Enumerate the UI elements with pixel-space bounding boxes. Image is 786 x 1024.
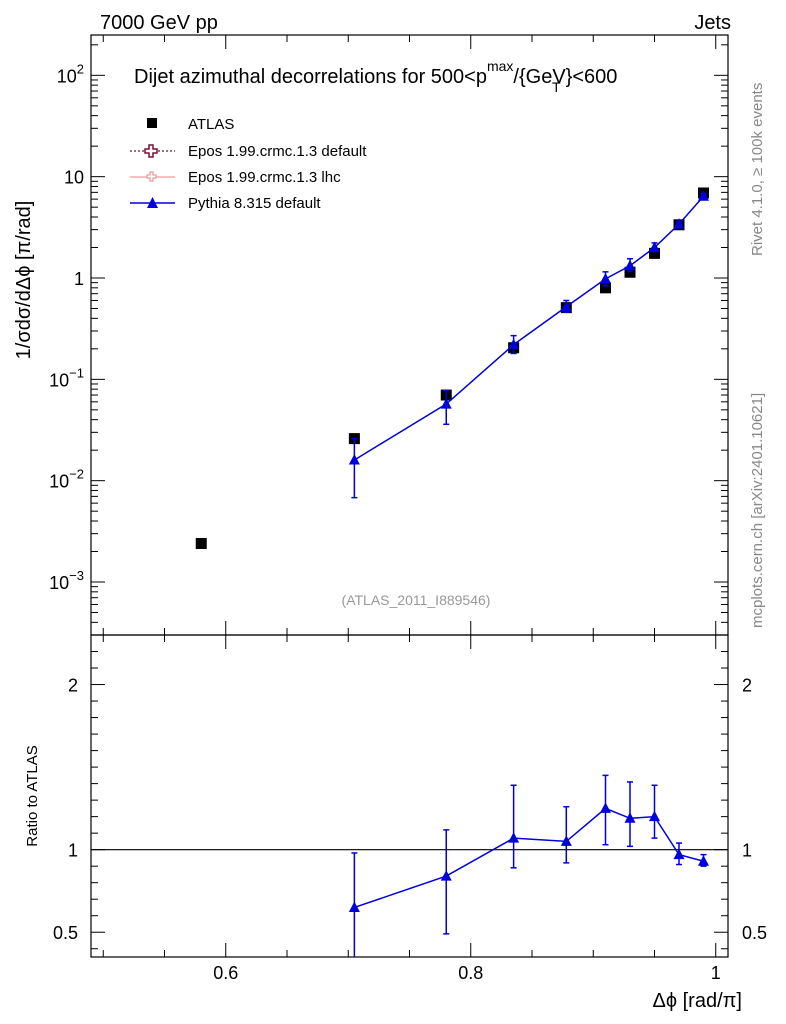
legend-marker-epos-lhc (146, 171, 157, 182)
ratio-tick-label-right: 1 (742, 841, 752, 861)
ratio-tick-label-left: 0.5 (53, 923, 78, 943)
ratio-tick-label-right: 2 (742, 676, 752, 696)
y-tick-label: 10−3 (49, 568, 84, 593)
x-tick-label: 1 (711, 963, 721, 983)
y-tick-base: 10 (49, 370, 69, 390)
chart-title-sup: max (487, 58, 513, 74)
ratio-panel-frame (90, 634, 729, 958)
y-tick-exponent: 2 (77, 61, 84, 76)
atlas-point (649, 247, 660, 259)
pythia-point (560, 300, 572, 312)
y-tick-base: 10 (57, 66, 77, 86)
chart-title-tail: /{GeV}<600 (513, 66, 617, 88)
y-tick-exponent: −3 (69, 568, 84, 583)
pythia-ratio-point (348, 901, 360, 912)
main-panel-frame (90, 34, 729, 636)
ratio-tick-label-left: 1 (68, 841, 78, 861)
atlas-point (600, 282, 611, 294)
pythia-point (600, 272, 611, 284)
pythia-point (649, 241, 660, 252)
pythia-point (698, 190, 709, 201)
y-tick-base: 1 (74, 269, 84, 289)
chart-title-sub: T (552, 79, 561, 95)
y-tick-base: 10 (49, 472, 69, 492)
pythia-point (624, 259, 636, 271)
legend-label-atlas: ATLAS (188, 116, 234, 133)
rivet-version-label: Rivet 4.1.0, ≥ 100k events (749, 83, 766, 256)
data-layer (195, 187, 709, 957)
y-axis-label: 1/σdσ/dΔϕ [π/rad] (13, 201, 35, 360)
pythia-line (353, 195, 705, 461)
legend-label-pythia: Pythia 8.315 default (188, 195, 321, 212)
pythia-point (673, 218, 685, 229)
pythia-ratio-point (649, 810, 660, 822)
pythia-point (508, 338, 520, 350)
category-label: Jets (694, 12, 731, 34)
x-tick-label: 0.6 (213, 963, 238, 983)
pythia-ratio-point (600, 802, 611, 813)
pythia-ratio-point (698, 855, 709, 866)
ratio-tick-label-left: 2 (68, 676, 78, 696)
pythia-ratio-line (354, 807, 704, 909)
legend-marker-epos-default (144, 144, 158, 158)
atlas-point (624, 266, 636, 278)
y-tick-label: 10 (64, 168, 84, 188)
pythia-ratio-point (508, 832, 520, 843)
ratio-y-axis-label: Ratio to ATLAS (24, 745, 41, 846)
pythia-ratio-point (560, 835, 572, 846)
pythia-point (440, 398, 452, 409)
pythia-ratio-point (673, 848, 685, 860)
legend: ATLAS Epos 1.99.crmc.1.3 default Epos 1.… (130, 116, 367, 212)
legend-marker-atlas (147, 118, 157, 128)
pythia-ratio-point (440, 870, 452, 881)
analysis-label: (ATLAS_2011_I889546) (342, 592, 491, 608)
mcplots-label: mcplots.cern.ch [arXiv:2401.10621] (749, 393, 766, 628)
y-tick-base: 10 (49, 573, 69, 593)
energy-label: 7000 GeV pp (100, 12, 218, 34)
y-tick-exponent: −2 (69, 467, 84, 482)
y-tick-exponent: −1 (69, 365, 84, 380)
y-tick-label: 102 (57, 61, 84, 86)
x-tick-label: 0.8 (458, 963, 483, 983)
y-tick-label: 10−2 (49, 467, 84, 492)
legend-marker-pythia (147, 197, 158, 208)
legend-label-epos-default: Epos 1.99.crmc.1.3 default (188, 143, 367, 160)
atlas-point (195, 537, 207, 549)
chart-title: Dijet azimuthal decorrelations for 500<p… (134, 58, 617, 88)
ratio-tick-label-right: 0.5 (742, 923, 767, 943)
y-tick-label: 10−1 (49, 365, 84, 390)
chart-title-main: Dijet azimuthal decorrelations for 500<p (134, 66, 487, 88)
legend-label-epos-lhc: Epos 1.99.crmc.1.3 lhc (188, 169, 341, 186)
pythia-ratio-point (624, 812, 636, 823)
y-tick-label: 1 (74, 269, 84, 289)
pythia-point (348, 453, 360, 465)
x-axis-label: Δϕ [rad/π] (653, 990, 743, 1012)
y-tick-base: 10 (64, 168, 84, 188)
